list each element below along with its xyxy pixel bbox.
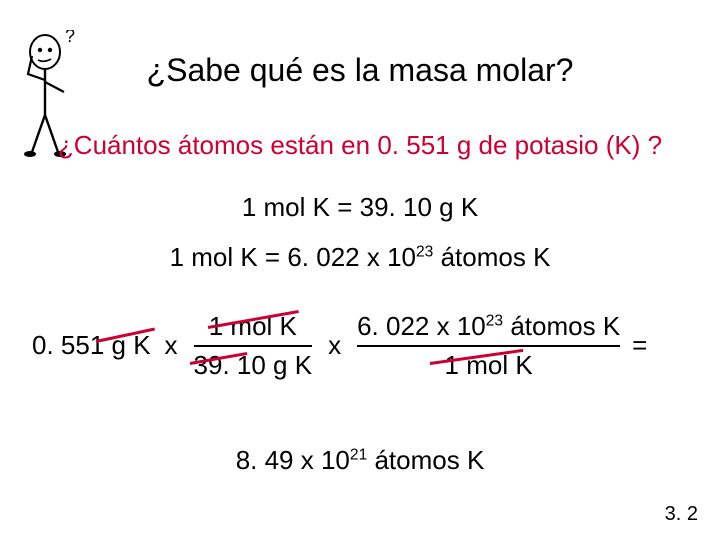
frac1-denominator: 39. 10 g K [194, 349, 313, 382]
frac2-bar [357, 345, 620, 347]
calc-mass-term: 0. 551 g K [28, 330, 155, 361]
fraction-1: 1 mol K 39. 10 g K [188, 310, 319, 381]
frac2-numerator: 6. 022 x 1023 átomos K [357, 310, 620, 343]
frac2-num-pre: 6. 022 x 10 [357, 311, 486, 341]
problem-question: ¿Cuántos átomos están en 0. 551 g de pot… [0, 130, 720, 161]
answer-exp: 21 [350, 446, 367, 463]
multiply-2: x [318, 330, 351, 361]
frac2-num-post: átomos K [503, 311, 620, 341]
fact2-exp: 23 [416, 243, 433, 260]
fact2-post: átomos K [433, 242, 550, 272]
calculation-row: 0. 551 g K x 1 mol K 39. 10 g K x 6. 022… [28, 310, 647, 381]
answer-post: átomos K [367, 445, 484, 475]
page-number: 3. 2 [665, 503, 698, 526]
svg-text:?: ? [65, 30, 75, 46]
frac2-denominator: 1 mol K [445, 349, 533, 382]
frac2-num-exp: 23 [486, 312, 503, 329]
avogadro-fact: 1 mol K = 6. 022 x 1023 átomos K [0, 242, 720, 273]
fraction-2: 6. 022 x 1023 átomos K 1 mol K [351, 310, 626, 381]
fact2-pre: 1 mol K = 6. 022 x 10 [170, 242, 416, 272]
multiply-1: x [155, 330, 188, 361]
molar-mass-fact: 1 mol K = 39. 10 g K [0, 192, 720, 223]
frac1-bar [194, 345, 313, 347]
answer-pre: 8. 49 x 10 [236, 445, 350, 475]
slide-title: ¿Sabe qué es la masa molar? [0, 52, 720, 89]
frac1-numerator: 1 mol K [209, 310, 297, 343]
equals-sign: = [626, 330, 647, 361]
answer-line: 8. 49 x 1021 átomos K [0, 445, 720, 476]
